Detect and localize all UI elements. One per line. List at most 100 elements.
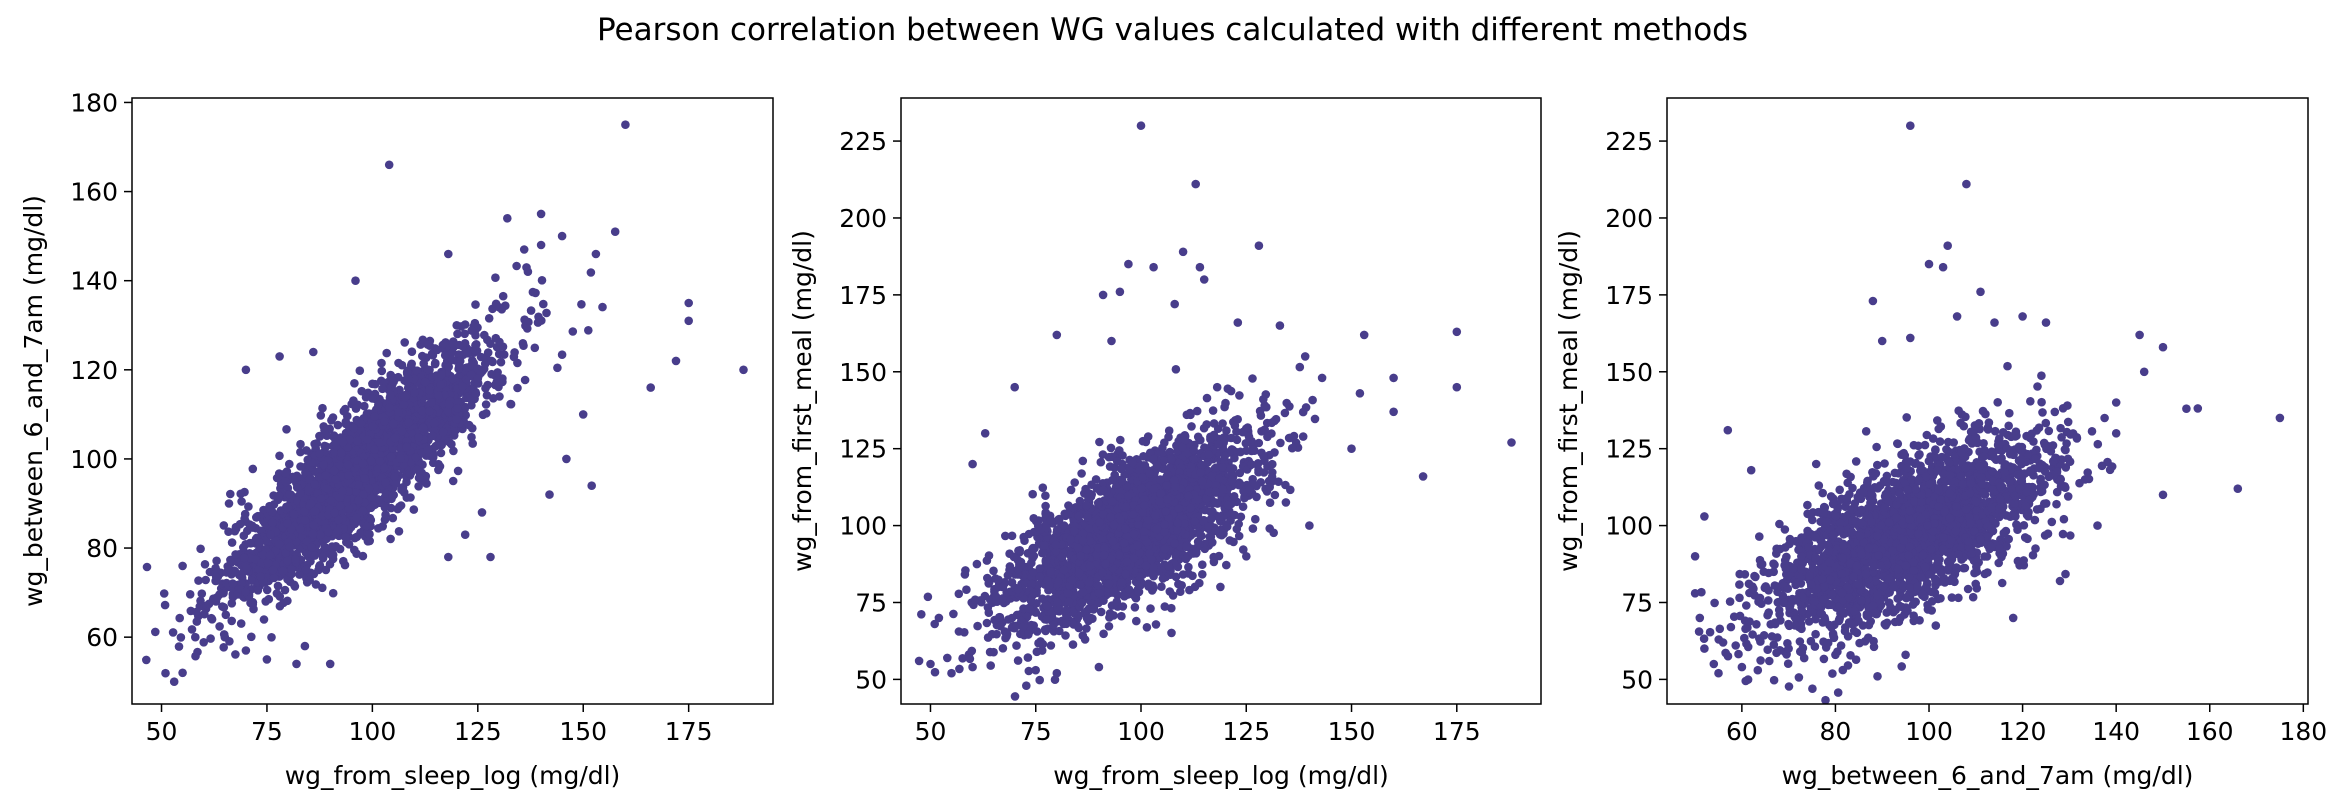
data-point [1133, 520, 1143, 529]
data-point [404, 418, 413, 428]
data-point [444, 249, 453, 259]
data-point [429, 451, 438, 460]
data-point [380, 463, 389, 473]
data-point [1195, 530, 1205, 539]
data-point [241, 646, 251, 655]
data-point [1009, 552, 1019, 562]
data-point [464, 420, 474, 430]
data-point [417, 406, 427, 416]
data-point [351, 276, 360, 286]
data-point [537, 276, 547, 285]
data-point [1125, 465, 1134, 475]
data-point [1225, 536, 1235, 545]
data-point [1118, 451, 1127, 460]
data-point [1208, 406, 1218, 415]
data-point [1234, 519, 1243, 529]
data-point [262, 655, 272, 664]
data-point [1198, 560, 1207, 569]
data-point [449, 431, 459, 440]
data-point [272, 589, 282, 598]
data-point [1171, 365, 1181, 374]
data-point [984, 608, 994, 617]
data-point [1082, 545, 1092, 554]
data-point [468, 439, 478, 448]
data-point [295, 570, 304, 579]
data-point [1184, 569, 1193, 578]
data-point [331, 475, 341, 484]
data-point [296, 439, 305, 449]
data-point [1208, 507, 1217, 516]
data-point [319, 460, 328, 470]
data-point [982, 618, 992, 628]
data-point [344, 487, 353, 496]
data-point [356, 419, 366, 428]
data-point [360, 474, 370, 483]
data-point [306, 499, 316, 508]
x-tick-label: 175 [665, 717, 713, 746]
data-point [1013, 656, 1023, 665]
data-point [1252, 492, 1261, 502]
data-point [998, 582, 1008, 592]
data-point [254, 565, 264, 574]
data-point [443, 406, 453, 416]
data-point [231, 650, 240, 659]
data-point [236, 489, 245, 499]
data-point [483, 348, 493, 357]
data-point [513, 383, 522, 393]
data-point [1032, 647, 1042, 657]
data-point [418, 351, 427, 361]
data-point [949, 609, 958, 619]
data-point [1222, 426, 1231, 435]
data-point [178, 561, 187, 571]
data-point [471, 389, 481, 399]
data-point [447, 439, 456, 449]
data-point [1104, 452, 1114, 462]
data-point [1024, 603, 1034, 613]
data-point [1018, 622, 1028, 632]
data-point [539, 299, 548, 309]
data-point [1268, 459, 1277, 469]
data-point [301, 565, 311, 574]
data-point [370, 379, 380, 389]
data-point [283, 556, 292, 566]
data-point [1085, 524, 1095, 533]
data-point [377, 358, 386, 368]
data-point [1095, 437, 1104, 447]
data-point [266, 530, 276, 539]
data-point [453, 329, 462, 339]
data-point [316, 411, 326, 420]
data-point [1298, 407, 1308, 417]
data-point [486, 552, 495, 562]
data-point [411, 453, 421, 462]
data-point [273, 581, 283, 591]
data-point [460, 329, 470, 339]
data-point [248, 521, 257, 531]
data-point [568, 327, 578, 336]
data-point [386, 534, 395, 544]
data-point [315, 561, 325, 570]
data-point [227, 538, 237, 547]
data-point [1124, 585, 1134, 594]
data-point [440, 351, 450, 360]
data-point [197, 589, 207, 598]
data-point [1077, 469, 1086, 478]
data-point [373, 464, 383, 473]
data-point [278, 566, 288, 576]
data-point [1195, 539, 1204, 549]
data-point [432, 345, 442, 355]
data-point [436, 441, 446, 450]
data-point [303, 455, 313, 465]
data-point [577, 300, 586, 309]
data-point [389, 377, 399, 386]
data-point [318, 552, 328, 562]
data-point [1012, 641, 1021, 650]
data-point [253, 586, 263, 595]
data-point [486, 339, 495, 349]
data-point [480, 359, 490, 369]
data-point [388, 513, 398, 523]
data-point [324, 527, 333, 537]
data-point [201, 575, 210, 585]
data-point [268, 565, 278, 575]
data-point [1256, 411, 1266, 420]
y-tick-label: 60 [86, 623, 118, 652]
